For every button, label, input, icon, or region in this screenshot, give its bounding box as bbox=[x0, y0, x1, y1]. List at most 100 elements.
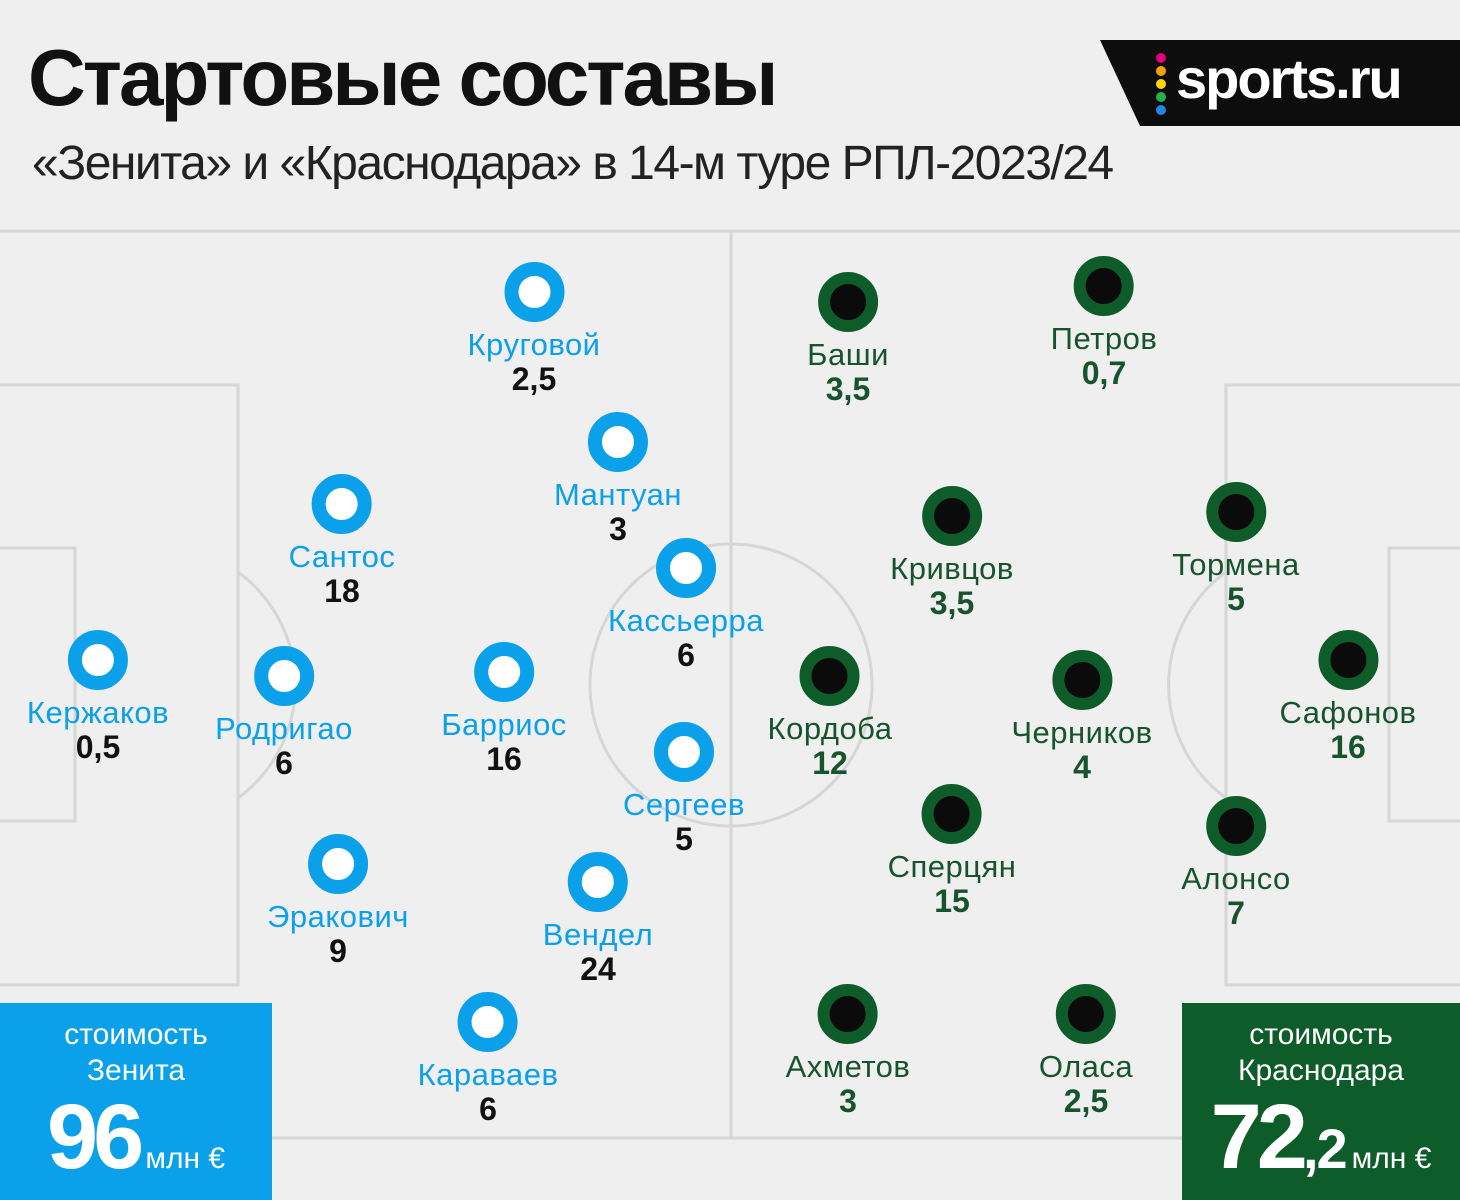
player-name: Круговой bbox=[467, 327, 601, 362]
player-name: Вендел bbox=[542, 917, 654, 952]
player-name: Караваев bbox=[417, 1057, 559, 1092]
logo-dot bbox=[1156, 92, 1166, 102]
player-name: Сантос bbox=[288, 539, 396, 574]
player-marker-icon bbox=[1205, 482, 1266, 542]
value-unit: млн € bbox=[1351, 1142, 1432, 1175]
player-home: Мантуан 3 bbox=[554, 412, 682, 546]
player-home: Родригао 6 bbox=[215, 646, 353, 780]
player-marker-icon bbox=[1318, 630, 1378, 690]
player-value: 3,5 bbox=[929, 585, 975, 621]
player-away: Петров 0,7 bbox=[1051, 256, 1158, 390]
player-marker-icon bbox=[921, 784, 982, 844]
player-value: 4 bbox=[1073, 749, 1091, 785]
player-value: 9 bbox=[329, 933, 347, 969]
pitch-center-circle bbox=[588, 542, 874, 828]
pitch-right-arc bbox=[1167, 570, 1227, 800]
player-away: Кордоба 12 bbox=[768, 646, 893, 780]
value-caption: стоимость Краснодара bbox=[1182, 1017, 1460, 1089]
player-marker-icon bbox=[1056, 984, 1116, 1044]
player-value: 3 bbox=[609, 511, 627, 547]
player-home: Круговой 2,5 bbox=[468, 262, 601, 396]
sports-ru-logo: sports.ru bbox=[1100, 40, 1460, 126]
page-subtitle: «Зенита» и «Краснодара» в 14-м туре РПЛ-… bbox=[32, 137, 1114, 190]
player-value: 6 bbox=[677, 637, 695, 673]
value-caption-line2: Зенита bbox=[86, 1054, 186, 1087]
player-value: 0,7 bbox=[1081, 355, 1127, 391]
page-title: Стартовые составы bbox=[28, 33, 778, 122]
value-amount: 72,2 млн € bbox=[1182, 1091, 1460, 1183]
player-away: Тормена 5 bbox=[1172, 482, 1299, 616]
value-amount-int: 72 bbox=[1210, 1086, 1308, 1188]
player-marker-icon bbox=[799, 646, 860, 706]
player-marker-icon bbox=[921, 486, 982, 546]
player-away: Ахметов 3 bbox=[786, 984, 911, 1118]
pitch-left-goal-box bbox=[0, 546, 77, 823]
player-marker-icon bbox=[588, 412, 648, 472]
player-away: Баши 3,5 bbox=[807, 272, 889, 406]
player-home: Караваев 6 bbox=[418, 992, 559, 1126]
player-value: 18 bbox=[324, 573, 360, 609]
logo-dot bbox=[1156, 66, 1166, 76]
player-value: 3 bbox=[839, 1083, 857, 1119]
player-marker-icon bbox=[457, 992, 518, 1052]
zenit-value-box: стоимость Зенита 96 млн € bbox=[0, 1003, 272, 1200]
player-marker-icon bbox=[1074, 256, 1134, 316]
player-marker-icon bbox=[818, 272, 878, 332]
player-name: Баши bbox=[807, 337, 889, 372]
player-name: Эракович bbox=[267, 899, 409, 934]
player-home: Кассьерра 6 bbox=[608, 538, 764, 672]
player-home: Эракович 9 bbox=[267, 834, 409, 968]
player-away: Черников 4 bbox=[1011, 650, 1152, 784]
player-name: Кержаков bbox=[26, 695, 170, 730]
player-home: Барриос 16 bbox=[441, 642, 567, 776]
value-amount-dec: ,2 bbox=[1302, 1117, 1348, 1180]
player-home: Сантос 18 bbox=[289, 474, 396, 608]
player-value: 16 bbox=[486, 741, 522, 777]
pitch-left-penalty-box bbox=[0, 383, 240, 987]
player-away: Сафонов 16 bbox=[1279, 630, 1416, 764]
player-name: Сафонов bbox=[1279, 695, 1417, 730]
player-name: Алонсо bbox=[1181, 861, 1291, 896]
player-name: Сергеев bbox=[623, 787, 745, 822]
value-amount: 96 млн € bbox=[0, 1091, 272, 1183]
player-name: Мантуан bbox=[553, 477, 683, 512]
player-value: 6 bbox=[479, 1091, 497, 1127]
player-value: 7 bbox=[1227, 895, 1245, 931]
player-home: Кержаков 0,5 bbox=[27, 630, 169, 764]
player-marker-icon bbox=[655, 538, 716, 598]
pitch-right-goal-box bbox=[1387, 546, 1460, 823]
player-name: Тормена bbox=[1172, 547, 1300, 582]
player-name: Кассьерра bbox=[608, 603, 764, 638]
logo-dot bbox=[1156, 79, 1166, 89]
player-value: 2,5 bbox=[511, 361, 557, 397]
player-value: 5 bbox=[675, 821, 693, 857]
player-name: Петров bbox=[1050, 321, 1158, 356]
value-caption: стоимость Зенита bbox=[0, 1017, 272, 1089]
pitch-right-penalty-box bbox=[1224, 383, 1460, 987]
player-marker-icon bbox=[1206, 796, 1266, 856]
player-value: 5 bbox=[1227, 581, 1245, 617]
player-marker-icon bbox=[1051, 650, 1112, 710]
player-marker-icon bbox=[253, 646, 314, 706]
player-value: 12 bbox=[812, 745, 848, 781]
player-marker-icon bbox=[312, 474, 372, 534]
value-caption-line2: Краснодара bbox=[1238, 1054, 1404, 1087]
player-marker-icon bbox=[474, 642, 534, 702]
value-caption-line1: стоимость bbox=[64, 1018, 208, 1051]
logo-text: sports.ru bbox=[1176, 47, 1403, 110]
player-name: Оласа bbox=[1038, 1049, 1134, 1084]
player-marker-icon bbox=[568, 852, 628, 912]
player-home: Сергеев 5 bbox=[623, 722, 745, 856]
player-marker-icon bbox=[817, 984, 878, 1044]
player-name: Сперцян bbox=[887, 849, 1017, 884]
player-value: 6 bbox=[275, 745, 293, 781]
player-away: Оласа 2,5 bbox=[1039, 984, 1133, 1118]
player-marker-icon bbox=[67, 630, 128, 690]
player-away: Сперцян 15 bbox=[888, 784, 1017, 918]
player-name: Родригао bbox=[215, 711, 353, 746]
krasnodar-value-box: стоимость Краснодара 72,2 млн € bbox=[1182, 1003, 1460, 1200]
player-marker-icon bbox=[653, 722, 714, 782]
player-marker-icon bbox=[307, 834, 368, 894]
player-value: 15 bbox=[934, 883, 970, 919]
player-name: Кривцов bbox=[890, 551, 1014, 586]
